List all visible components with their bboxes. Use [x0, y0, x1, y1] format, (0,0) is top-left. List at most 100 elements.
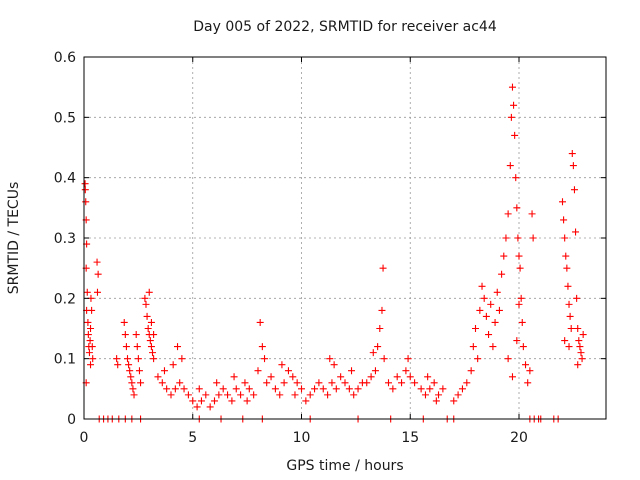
data-point	[507, 113, 515, 121]
data-point	[514, 234, 522, 242]
data-point	[176, 379, 184, 387]
data-point	[504, 355, 512, 363]
data-point	[150, 331, 158, 339]
data-point	[354, 385, 362, 393]
data-point	[563, 264, 571, 272]
data-point	[435, 391, 443, 399]
data-point	[326, 355, 334, 363]
data-point	[278, 361, 286, 369]
data-point	[144, 325, 152, 332]
data-point	[500, 252, 508, 260]
data-point	[406, 373, 414, 381]
data-point	[337, 373, 345, 381]
data-point	[184, 391, 192, 399]
data-point	[315, 379, 323, 387]
data-points	[81, 83, 587, 423]
data-point	[137, 379, 145, 387]
data-point	[380, 355, 388, 363]
data-point	[85, 349, 93, 357]
data-point	[127, 373, 135, 381]
data-point	[189, 397, 197, 405]
data-point	[504, 210, 512, 218]
data-point	[506, 162, 514, 170]
y-tick-label: 0.3	[54, 231, 76, 247]
x-axis-label: GPS time / hours	[286, 458, 403, 474]
y-tick-label: 0.1	[54, 352, 76, 368]
data-point	[211, 397, 218, 405]
data-point	[560, 216, 568, 224]
data-point	[167, 391, 175, 399]
data-point	[291, 391, 299, 399]
data-point	[345, 385, 353, 393]
data-point	[324, 391, 332, 399]
data-point	[213, 379, 221, 387]
data-point	[280, 379, 288, 387]
data-point	[469, 343, 477, 351]
data-point	[195, 385, 203, 393]
data-point	[502, 234, 510, 242]
data-point	[576, 343, 584, 351]
data-point	[369, 349, 377, 357]
data-point	[463, 379, 471, 387]
x-tick-label: 10	[293, 430, 311, 446]
data-point	[126, 367, 134, 375]
data-point	[178, 355, 186, 363]
data-point	[515, 300, 523, 308]
data-point	[510, 101, 518, 109]
y-tick-label: 0.4	[54, 171, 76, 187]
data-point	[245, 385, 253, 393]
data-point	[141, 294, 149, 302]
data-point	[417, 385, 425, 393]
data-point	[559, 198, 566, 206]
data-point	[528, 210, 536, 218]
data-point	[243, 397, 251, 405]
data-point	[574, 325, 582, 332]
data-point	[289, 373, 297, 381]
data-point	[83, 288, 91, 296]
data-point	[529, 234, 537, 242]
data-point	[129, 385, 137, 393]
data-point	[237, 391, 245, 399]
data-point	[398, 379, 406, 387]
data-point	[522, 361, 530, 369]
data-point	[215, 391, 223, 399]
data-point	[174, 343, 182, 351]
data-point	[393, 373, 401, 381]
data-point	[485, 331, 493, 339]
data-point	[577, 349, 585, 357]
data-point	[197, 397, 205, 405]
data-point	[371, 367, 379, 375]
data-point	[311, 385, 319, 393]
data-point	[458, 385, 466, 393]
data-point	[569, 162, 577, 170]
data-point	[171, 385, 179, 393]
data-point	[378, 306, 386, 314]
data-point	[474, 355, 482, 363]
y-tick-label: 0.6	[54, 50, 76, 66]
data-point	[570, 186, 578, 194]
data-point	[81, 180, 89, 188]
data-point	[379, 264, 387, 272]
chart-title: Day 005 of 2022, SRMTID for receiver ac4…	[193, 19, 497, 35]
data-point	[561, 337, 569, 345]
data-point	[350, 391, 358, 399]
data-point	[84, 318, 92, 326]
data-point	[572, 228, 580, 236]
data-point	[86, 337, 94, 345]
data-point	[579, 331, 587, 339]
data-point	[230, 373, 238, 381]
data-point	[254, 367, 262, 375]
data-point	[293, 379, 301, 387]
data-point	[493, 288, 501, 296]
axis-ticks: 0 0.1 0.2 0.3 0.4 0.5 0.6 0 5 10 15 20	[54, 50, 606, 446]
data-point	[149, 349, 157, 357]
data-point	[374, 343, 382, 351]
data-point	[578, 355, 586, 363]
data-point	[573, 294, 581, 302]
data-point	[232, 385, 240, 393]
data-point	[88, 343, 96, 351]
x-tick-label: 0	[80, 430, 89, 446]
data-point	[421, 391, 429, 399]
data-point	[328, 379, 336, 387]
data-point	[513, 337, 521, 345]
